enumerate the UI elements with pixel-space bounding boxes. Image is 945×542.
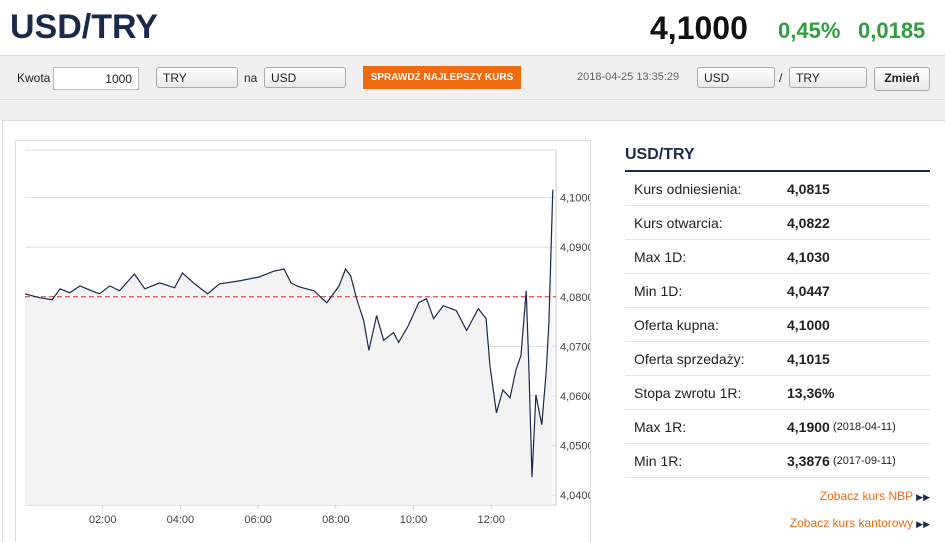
- separator: /: [779, 71, 783, 85]
- stat-value: 4,1015: [787, 351, 830, 367]
- y-tick-label: 4,0700: [560, 341, 590, 353]
- y-tick-label: 4,1000: [560, 193, 590, 205]
- quote-select[interactable]: TRY: [789, 67, 867, 88]
- link-arrow: ▶▶: [916, 492, 930, 502]
- amount-input[interactable]: 1000: [53, 67, 139, 90]
- stats-row: Stopa zwrotu 1R: 13,36%: [625, 376, 930, 410]
- stats-row: Oferta sprzedaży: 4,1015: [625, 342, 930, 376]
- y-tick-label: 4,0500: [560, 441, 590, 453]
- from-select[interactable]: TRY: [156, 67, 238, 88]
- timestamp: 2018-04-25 13:35:29: [577, 71, 680, 83]
- change: 0,0185: [858, 18, 926, 43]
- stat-value: 3,3876: [787, 453, 830, 469]
- stat-value: 4,0822: [787, 215, 830, 231]
- stat-value: 4,0447: [787, 283, 830, 299]
- x-tick-label: 06:00: [244, 514, 272, 526]
- stat-label: Min 1D:: [634, 283, 683, 299]
- link-arrow: ▶▶: [916, 519, 930, 529]
- panel-rule: [625, 170, 930, 172]
- stat-label: Kurs odniesienia:: [634, 181, 742, 197]
- stat-label: Oferta kupna:: [634, 317, 719, 333]
- panel-title: USD/TRY: [625, 146, 695, 163]
- stat-date: (2017-09-11): [833, 455, 896, 467]
- line: [24, 189, 554, 478]
- best-rate-button[interactable]: SPRAWDŹ NAJLEPSZY KURS: [363, 66, 521, 89]
- change-pct: 0,45%: [778, 18, 841, 43]
- stats-row: Min 1D: 4,0447: [625, 274, 930, 308]
- stat-date: (2018-04-11): [833, 421, 896, 433]
- stat-value: 4,1900: [787, 419, 830, 435]
- stats-row: Min 1R: 3,3876 (2017-09-11): [625, 444, 930, 478]
- x-tick-label: 02:00: [89, 514, 117, 526]
- link-text[interactable]: Zobacz kurs NBP: [819, 489, 914, 503]
- link[interactable]: Zobacz kurs kantorowy ▶▶: [625, 516, 930, 530]
- stat-value: 13,36%: [787, 385, 835, 401]
- stats-row: Max 1R: 4,1900 (2018-04-11): [625, 410, 930, 444]
- stat-label: Max 1D:: [634, 249, 687, 265]
- stats-row: Kurs odniesienia: 4,0815: [625, 172, 930, 206]
- stat-label: Oferta sprzedaży:: [634, 351, 745, 367]
- x-tick-label: 08:00: [322, 514, 350, 526]
- stat-value: 4,1000: [787, 317, 830, 333]
- y-tick-label: 4,0900: [560, 242, 590, 254]
- stat-label: Min 1R:: [634, 453, 683, 469]
- to-label: na: [244, 71, 258, 85]
- area: [25, 189, 553, 505]
- y-tick-label: 4,0400: [560, 490, 590, 502]
- stat-value: 4,0815: [787, 181, 830, 197]
- x-tick-label: 10:00: [400, 514, 428, 526]
- link[interactable]: Zobacz kurs NBP ▶▶: [625, 489, 930, 503]
- stat-label: Stopa zwrotu 1R:: [634, 385, 742, 401]
- amount-label: Kwota: [17, 71, 51, 85]
- y-tick-label: 4,0600: [560, 391, 590, 403]
- link-text[interactable]: Zobacz kurs kantorowy: [789, 516, 914, 530]
- stats-row: Oferta kupna: 4,1000: [625, 308, 930, 342]
- stats-row: Kurs otwarcia: 4,0822: [625, 206, 930, 240]
- price: 4,1000: [650, 10, 748, 46]
- y-tick-label: 4,0800: [560, 292, 590, 304]
- chart-box: 4,0400 4,0500 4,0600 4,0700 4,0800 4,0900 4,10…: [15, 140, 591, 542]
- x-tick-label: 12:00: [477, 514, 505, 526]
- switch-button[interactable]: Zmień: [874, 67, 930, 91]
- separator-band: [0, 100, 945, 120]
- base-select[interactable]: USD: [697, 67, 775, 88]
- x-tick-label: 04:00: [167, 514, 195, 526]
- pair-title: USD/TRY: [10, 8, 158, 46]
- stat-value: 4,1030: [787, 249, 830, 265]
- chart: 4,0400 4,0500 4,0600 4,0700 4,0800 4,0900 4,10…: [24, 149, 590, 526]
- content-panel: [2, 120, 945, 542]
- stats-row: Max 1D: 4,1030: [625, 240, 930, 274]
- to-select[interactable]: USD: [264, 67, 346, 88]
- stat-label: Kurs otwarcia:: [634, 215, 723, 231]
- toolbar: Kwota 1000 TRY na USD SPRAWDŹ NAJLEPSZY …: [0, 55, 945, 100]
- stat-label: Max 1R:: [634, 419, 687, 435]
